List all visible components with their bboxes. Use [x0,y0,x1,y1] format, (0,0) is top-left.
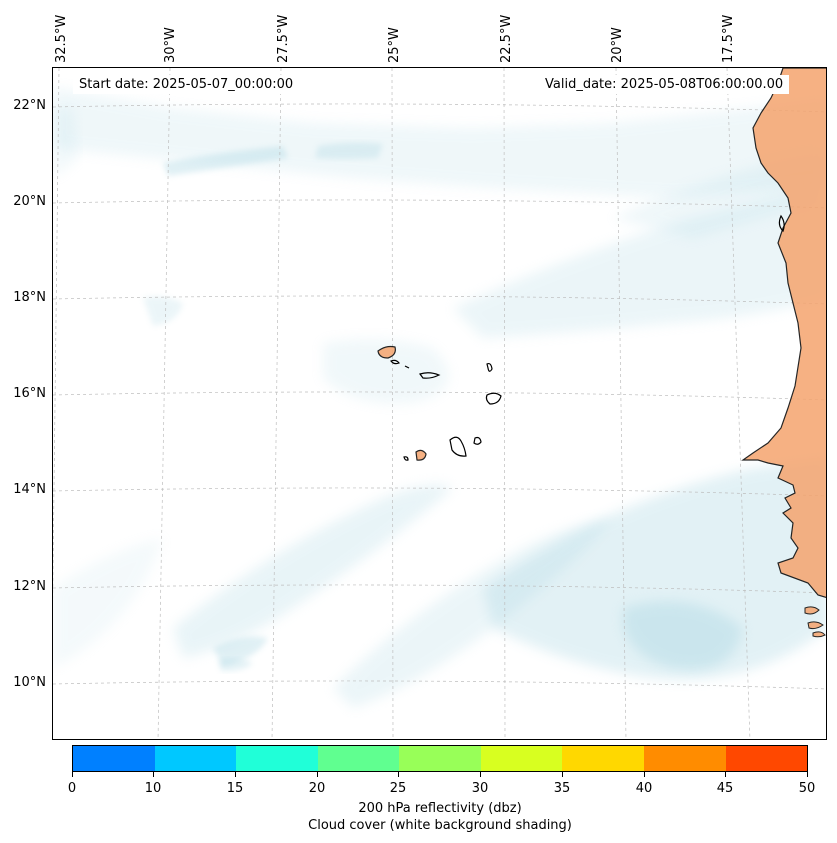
colorbar-segment-30-35 [480,746,563,771]
colorbar-segment-45-50 [725,746,808,771]
colorbar-tick-label-25: 25 [389,781,407,796]
colorbar-tick-label-35: 35 [553,781,571,796]
africa-coast [741,68,826,638]
colorbar-tick [644,772,645,777]
lat-label-20n: 20°N [13,194,46,209]
colorbar-segment-40-45 [643,746,726,771]
graticule [53,68,826,739]
colorbar-tick [153,772,154,777]
colorbar-segment-0-10 [73,746,155,771]
lat-label-10n: 10°N [13,675,46,690]
colorbar-tick-label-40: 40 [635,781,653,796]
cloud-cover-layer [53,88,826,708]
lon-label-30w: 30°W [163,27,178,63]
lat-label-14n: 14°N [13,482,46,497]
map-canvas [53,68,826,739]
lon-label-32-5w: 32.5°W [54,14,69,63]
lon-label-25w: 25°W [387,27,402,63]
colorbar-segment-25-30 [399,746,481,771]
colorbar-segment-20-25 [317,746,400,771]
colorbar-tick-label-0: 0 [67,781,77,796]
lon-label-22-5w: 22.5°W [499,14,514,63]
colorbar-tick [72,772,73,777]
colorbar-tick-label-45: 45 [716,781,734,796]
colorbar-tick [725,772,726,777]
colorbar-tick [480,772,481,777]
colorbar-label: 200 hPa reflectivity (dbz) [358,801,522,816]
colorbar-tick-label-15: 15 [226,781,244,796]
colorbar [72,745,808,772]
colorbar-tick-label-20: 20 [308,781,326,796]
colorbar-tick [807,772,808,777]
colorbar-tick [317,772,318,777]
colorbar-sublabel: Cloud cover (white background shading) [308,818,572,833]
valid-date-label: Valid_date: 2025-05-08T06:00:00.00 [539,75,790,94]
colorbar-tick [398,772,399,777]
lat-label-18n: 18°N [13,290,46,305]
colorbar-tick [562,772,563,777]
colorbar-tick-label-50: 50 [798,781,816,796]
colorbar-tick [235,772,236,777]
lat-label-12n: 12°N [13,579,46,594]
lat-label-22n: 22°N [13,98,46,113]
colorbar-tick-label-30: 30 [471,781,489,796]
lon-label-20w: 20°W [610,27,625,63]
lat-label-16n: 16°N [13,386,46,401]
colorbar-segment-15-20 [236,746,318,771]
colorbar-segment-10-15 [154,746,237,771]
colorbar-segment-35-40 [562,746,644,771]
start-date-label: Start date: 2025-05-07_00:00:00 [73,75,300,94]
cape-verde-islands [377,345,502,461]
colorbar-tick-label-10: 10 [144,781,162,796]
map-area[interactable] [52,67,827,740]
lon-label-17-5w: 17.5°W [721,14,736,63]
lon-label-27-5w: 27.5°W [276,14,291,63]
